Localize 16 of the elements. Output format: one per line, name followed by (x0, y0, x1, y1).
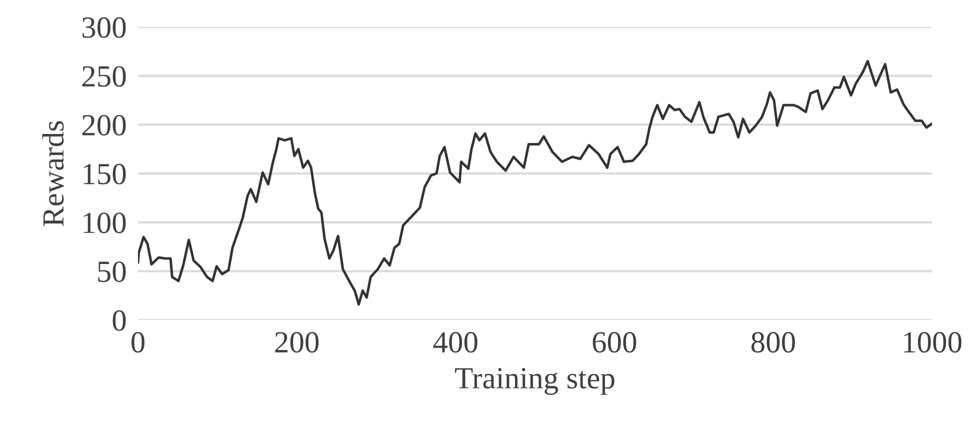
y-tick-label: 300 (82, 17, 126, 38)
y-tick-label: 0 (112, 310, 126, 331)
x-tick-label: 600 (592, 332, 636, 353)
y-tick-label: 200 (82, 114, 126, 136)
y-tick-label: 250 (82, 66, 126, 87)
line-series (138, 60, 932, 306)
x-tick-label: 200 (275, 332, 319, 353)
y-axis-title: Rewards (42, 121, 64, 226)
x-tick-label: 800 (751, 332, 795, 353)
y-tick-label: 100 (84, 212, 126, 234)
x-axis-title: Training step (455, 368, 614, 395)
x-tick-label: 0 (132, 332, 144, 353)
y-tick-label: 150 (84, 164, 126, 184)
x-tick-label: 1000 (904, 332, 962, 353)
x-tick-label: 400 (433, 332, 478, 353)
y-tick-label: 50 (98, 261, 126, 282)
